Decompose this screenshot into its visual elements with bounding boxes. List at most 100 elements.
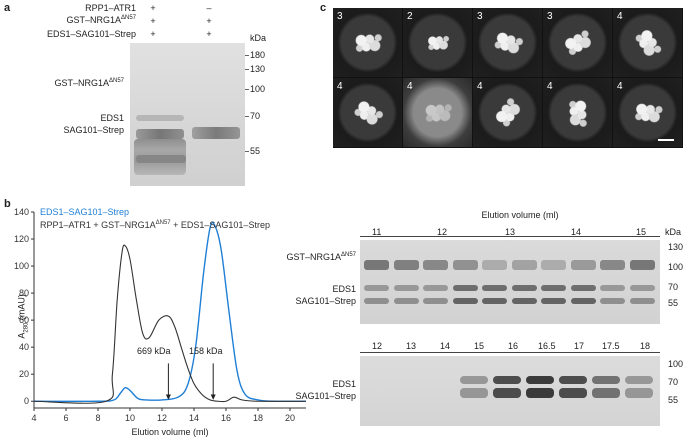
- class-tile: 4: [543, 78, 612, 147]
- band-eds1: [600, 285, 625, 291]
- gel-panel-a: [130, 43, 245, 186]
- band-eds1-bottom: [526, 376, 554, 384]
- bottom-fraction-row: 12 13 14 15 16 16.5 17 17.5 18: [360, 341, 660, 353]
- band-sag101: [482, 298, 507, 304]
- band-label-eds1-a: EDS1: [100, 113, 124, 123]
- marker-b-130: 130: [668, 242, 684, 252]
- marker-a-100: 100: [250, 84, 266, 94]
- gel-top: [360, 240, 660, 324]
- class-tile: 3: [473, 8, 542, 77]
- marker-a-70: 70: [250, 111, 261, 121]
- row-eds1-lane1: +: [150, 29, 156, 39]
- x-tick-label: 16: [221, 413, 231, 423]
- fraction-b-12: 12: [372, 341, 383, 351]
- row-label-rpp1: RPP1–ATR1: [85, 3, 136, 13]
- band-sag-lane1: [136, 155, 186, 163]
- fraction-15: 15: [636, 227, 647, 237]
- legend-black: RPP1–ATR1 + GST–NRG1AΔN57 + EDS1–SAG101–…: [40, 220, 270, 230]
- band-label-sag-b: SAG101–Strep: [295, 296, 356, 306]
- x-tick-label: 14: [189, 413, 199, 423]
- band-gst: [393, 260, 419, 270]
- band-label-gst-b: GST–NRG1AΔN57: [286, 252, 356, 262]
- fraction-b-14: 14: [440, 341, 451, 351]
- band-sag101-bottom: [559, 388, 587, 398]
- x-axis-label: Elution volume (ml): [131, 427, 209, 437]
- x-tick-label: 6: [63, 413, 68, 423]
- series-line-complex: [33, 244, 307, 404]
- y-tick-label: 100: [14, 261, 29, 271]
- band-gst: [541, 260, 566, 270]
- marker-bottom-55: 55: [668, 395, 679, 405]
- band-sag101-bottom: [625, 388, 653, 398]
- row-gst-lane1: +: [150, 16, 156, 26]
- y-tick-label: 80: [19, 288, 29, 298]
- band-eds1-bottom: [592, 376, 620, 384]
- band-gst: [423, 260, 448, 270]
- marker-bottom-100: 100: [668, 359, 684, 369]
- fraction-b-16-5: 16.5: [538, 341, 556, 351]
- band-eds1: [629, 285, 655, 291]
- row-gst-lane2: +: [206, 16, 212, 26]
- gel-bottom: [360, 356, 660, 426]
- band-gst: [600, 260, 625, 270]
- band-label-gst-a: GST–NRG1AΔN57: [54, 78, 124, 88]
- band-eds1: [452, 285, 478, 291]
- band-sag101: [600, 298, 625, 304]
- kda-title-b: kDa: [665, 227, 682, 237]
- scale-bar: [658, 139, 674, 141]
- band-sag101: [511, 298, 537, 304]
- marker-bottom-70: 70: [668, 377, 679, 387]
- class-tile: 4: [403, 78, 472, 147]
- x-tick-label: 8: [95, 413, 100, 423]
- band-eds1: [393, 285, 419, 291]
- elution-chart: 0 20 40 60 80 100 120 140 4 6 8 10 12 14 16 18 20: [14, 207, 307, 423]
- row-rpp1-lane1: +: [150, 3, 156, 13]
- fraction-b-16: 16: [508, 341, 519, 351]
- fraction-b-18: 18: [640, 341, 651, 351]
- band-label-sag-a: SAG101–Strep: [63, 125, 124, 135]
- annotation-669: 669 kDa: [137, 346, 171, 356]
- y-tick-label: 140: [14, 207, 29, 217]
- series-line-eds1-sag101: [33, 221, 307, 403]
- band-label-eds1-bottom: EDS1: [332, 379, 356, 389]
- y-axis-label: A280 (mAU): [16, 294, 30, 339]
- panel-b-label: b: [4, 198, 11, 210]
- kda-title-a: kDa: [250, 33, 267, 43]
- marker-b-70: 70: [668, 282, 679, 292]
- marker-arrow-head: [165, 394, 171, 400]
- band-label-sag-bottom: SAG101–Strep: [295, 391, 356, 401]
- x-tick-label: 10: [125, 413, 135, 423]
- row-label-gst: GST–NRG1AΔN57: [66, 15, 136, 25]
- marker-a-180: 180: [250, 50, 266, 60]
- row-eds1-lane2: +: [206, 29, 212, 39]
- y-tick-label: 20: [19, 369, 29, 379]
- y-tick-label: 60: [19, 315, 29, 325]
- class-tile: 4: [333, 78, 402, 147]
- fraction-b-15: 15: [474, 341, 485, 351]
- y-tick-label: 120: [14, 234, 29, 244]
- fraction-b-17-5: 17.5: [602, 341, 620, 351]
- y-tick-label: 0: [24, 396, 29, 406]
- band-gst-lane2: [192, 127, 240, 139]
- band-gst: [482, 260, 507, 270]
- band-sag101: [570, 298, 596, 304]
- class-tile: 2: [403, 8, 472, 77]
- band-gst-lane1: [136, 129, 184, 139]
- band-gst: [511, 260, 537, 270]
- marker-b-55: 55: [668, 298, 679, 308]
- band-eds1: [364, 285, 389, 291]
- fraction-14: 14: [571, 227, 582, 237]
- row-label-eds1: EDS1–SAG101–Strep: [46, 29, 136, 39]
- marker-arrow-head: [210, 394, 216, 400]
- band-eds1: [511, 285, 537, 291]
- band-sag101-bottom: [526, 388, 554, 398]
- band-sag101-bottom: [592, 388, 620, 398]
- annotation-158: 158 kDa: [189, 346, 223, 356]
- band-sag101: [541, 298, 566, 304]
- band-eds1-bottom: [559, 376, 587, 384]
- class-tile: 4: [473, 78, 542, 147]
- band-sag101-bottom: [493, 388, 521, 398]
- band-gst: [364, 260, 389, 270]
- band-eds1-bottom: [493, 376, 521, 384]
- band-gst: [452, 260, 478, 270]
